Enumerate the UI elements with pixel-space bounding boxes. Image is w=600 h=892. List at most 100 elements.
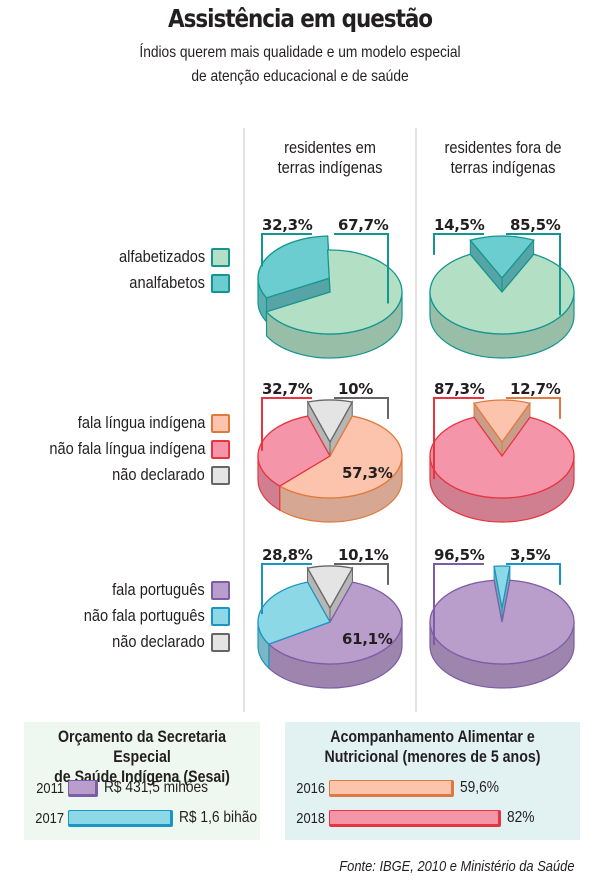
- legend-item-nao-declarado: não declarado: [0, 629, 230, 655]
- legend-swatch: [211, 273, 230, 293]
- pie-slice-alfabetizados: [429, 253, 575, 335]
- pie-value-label: 61,1%: [342, 630, 393, 648]
- bar-2011: [68, 779, 98, 797]
- column-header-line: terras indígenas: [450, 158, 556, 177]
- legend-item-analfabetos: analfabetos: [0, 270, 230, 296]
- box-title-line: Nutricional (menores de 5 anos): [324, 748, 541, 766]
- sesai-budget-title: Orçamento da Secretaria Especial de Saúd…: [41, 727, 244, 787]
- legend-item-alfabetizados: alfabetizados: [0, 244, 230, 270]
- pie-value-label: 14,5%: [434, 216, 485, 234]
- pie-value-label: 10,1%: [338, 546, 389, 564]
- legend-literacy: alfabetizados analfabetos: [0, 244, 230, 296]
- bar-value-label: 59,6%: [460, 779, 500, 796]
- legend-swatch: [211, 439, 230, 459]
- legend-indigenous-language: fala língua indígena não fala língua ind…: [0, 410, 230, 488]
- pie-leader-line: [261, 233, 312, 267]
- column-header-line: residentes fora de: [444, 138, 562, 157]
- legend-swatch: [211, 413, 230, 433]
- column-header-line: terras indígenas: [277, 158, 383, 177]
- column-divider-right: [415, 128, 417, 712]
- legend-item-nao-declarado: não declarado: [0, 462, 230, 488]
- column-header-inside: residentes em terras indígenas: [257, 138, 403, 178]
- pie-leader-line: [433, 233, 484, 255]
- pie-leader-line: [433, 397, 484, 480]
- legend-label: não declarado: [112, 465, 205, 484]
- column-divider-left: [243, 128, 245, 712]
- legend-swatch: [211, 580, 230, 600]
- legend-label: fala língua indígena: [77, 413, 205, 432]
- bar-category: 2011: [36, 779, 64, 797]
- legend-label: não declarado: [112, 632, 205, 651]
- box-title-line: de Saúde Indígena (Sesai): [54, 768, 230, 786]
- legend-label: alfabetizados: [118, 247, 205, 266]
- box-title-line: Orçamento da Secretaria Especial: [58, 728, 226, 766]
- pie-leader-line: [506, 397, 561, 419]
- pie-value-label: 32,3%: [262, 216, 313, 234]
- legend-swatch: [211, 247, 230, 267]
- pie-value-label: 10%: [338, 380, 373, 398]
- bar-category: 2018: [296, 809, 325, 827]
- legend-label: não fala língua indígena: [48, 439, 205, 458]
- pie-leader-line: [334, 397, 389, 419]
- legend-item-nao-fala-portugues: não fala português: [0, 603, 230, 629]
- pie-value-label: 12,7%: [510, 380, 561, 398]
- pie-slice-fala-lingua: [472, 399, 532, 444]
- legend-item-fala-portugues: fala português: [0, 577, 230, 603]
- pie-value-label: 85,5%: [510, 216, 561, 234]
- pie-slice-nao-declarado: [306, 565, 354, 610]
- pie-slice-fala-portugues: [429, 579, 575, 665]
- legend-swatch: [211, 632, 230, 652]
- pie-value-label: 67,7%: [338, 216, 389, 234]
- pie-slice-nao-fala-lingua: [429, 416, 575, 499]
- bar-2017: [68, 809, 173, 827]
- page-title: Assistência em questão: [167, 4, 433, 33]
- legend-label: não fala português: [83, 606, 205, 625]
- pie-value-label: 96,5%: [434, 546, 485, 564]
- subtitle-line-1: Índios querem mais qualidade e um modelo…: [139, 44, 461, 61]
- legend-swatch: [211, 606, 230, 626]
- sesai-budget-box: Orçamento da Secretaria Especial de Saúd…: [24, 722, 260, 840]
- legend-item-fala-lingua: fala língua indígena: [0, 410, 230, 436]
- pie-value-label: 87,3%: [434, 380, 485, 398]
- legend-label: fala português: [112, 580, 205, 599]
- bar-2016: [329, 779, 454, 797]
- bar-category: 2017: [35, 809, 64, 827]
- nutrition-title: Acompanhamento Alimentar e Nutricional (…: [306, 727, 560, 767]
- legend-swatch: [211, 465, 230, 485]
- subtitle-line-2: de atenção educacional e de saúde: [191, 68, 409, 85]
- pie-slice-nao-fala-portugues: [493, 565, 511, 609]
- pie-value-label: 28,8%: [262, 546, 313, 564]
- bar-row-2018: 2018 82%: [285, 806, 539, 830]
- legend-label: analfabetos: [129, 273, 205, 292]
- bar-row-2011: 2011 R$ 431,5 mihões: [24, 776, 225, 800]
- column-header-line: residentes em: [284, 138, 376, 157]
- bar-category: 2016: [296, 779, 325, 797]
- pie-leader-line: [433, 563, 484, 646]
- bar-value-label: R$ 431,5 mihões: [104, 779, 209, 796]
- bar-2018: [329, 809, 501, 827]
- pie-value-label: 3,5%: [510, 546, 551, 564]
- pie-leader-line: [334, 233, 389, 304]
- source-note: Fonte: IBGE, 2010 e Ministério da Saúde: [338, 858, 574, 875]
- pie-leader-line: [261, 563, 312, 615]
- bar-row-2016: 2016 59,6%: [285, 776, 505, 800]
- pie-value-label: 57,3%: [342, 464, 393, 482]
- pie-slice-fala-portugues: [267, 581, 403, 665]
- pie-slice-nao-fala-lingua: [257, 415, 331, 487]
- bar-row-2017: 2017 R$ 1,6 bihão: [24, 806, 270, 830]
- pie-leader-line: [506, 233, 561, 316]
- pie-leader-line: [261, 397, 312, 451]
- legend-portuguese: fala português não fala português não de…: [0, 577, 230, 655]
- box-title-line: Acompanhamento Alimentar e: [330, 728, 535, 746]
- bar-value-label: 82%: [507, 809, 535, 826]
- pie-value-label: 32,7%: [262, 380, 313, 398]
- column-header-outside: residentes fora de terras indígenas: [430, 138, 576, 178]
- legend-item-nao-fala-lingua: não fala língua indígena: [0, 436, 230, 462]
- pie-slice-alfabetizados: [265, 249, 403, 335]
- nutrition-box: Acompanhamento Alimentar e Nutricional (…: [285, 722, 580, 840]
- bar-value-label: R$ 1,6 bihão: [179, 809, 258, 826]
- pie-slice-analfabetos: [257, 235, 331, 299]
- pie-leader-line: [506, 563, 561, 585]
- pie-leader-line: [334, 563, 389, 585]
- pie-slice-nao-declarado: [306, 399, 354, 444]
